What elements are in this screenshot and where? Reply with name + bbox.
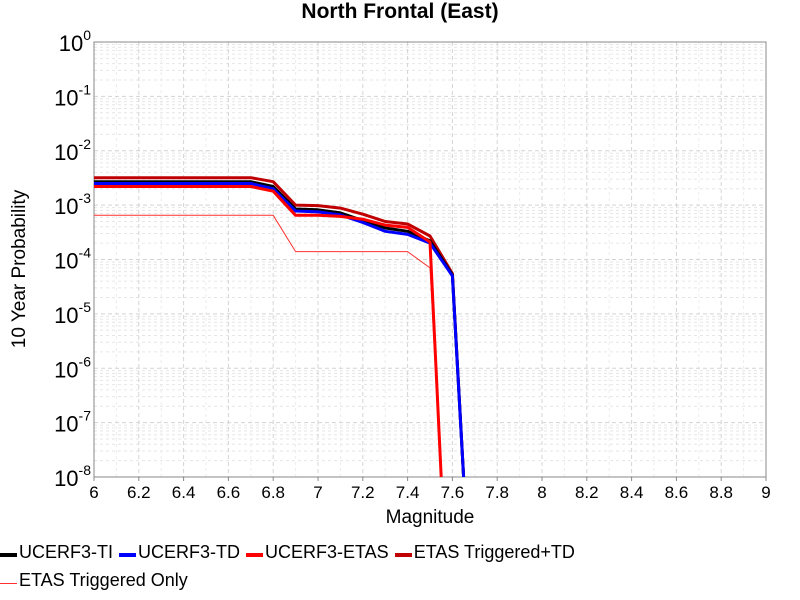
y-tick-label: 10-3 <box>54 190 91 219</box>
legend-swatch <box>0 553 17 557</box>
x-tick-label: 8.4 <box>620 483 644 502</box>
x-tick-label: 6 <box>89 483 98 502</box>
chart-title: North Frontal (East) <box>301 0 499 23</box>
y-tick-label: 100 <box>59 27 91 56</box>
legend: UCERF3-TI UCERF3-TD UCERF3-ETAS ETAS Trigge… <box>0 538 800 594</box>
y-tick-label: 10-8 <box>54 462 91 491</box>
y-axis-ticks: 100 10-1 10-2 10-3 10-4 10-5 10-6 10-7 10-8 <box>54 27 91 491</box>
x-tick-label: 6.4 <box>172 483 196 502</box>
y-tick-label: 10-6 <box>54 353 91 382</box>
x-tick-label: 7.4 <box>396 483 420 502</box>
plot-frame <box>93 41 767 478</box>
x-tick-label: 7.8 <box>485 483 509 502</box>
y-tick-label: 10-2 <box>54 136 91 165</box>
legend-label: UCERF3-TD <box>138 541 240 562</box>
y-tick-label: 10-5 <box>54 299 91 328</box>
x-tick-label: 6.2 <box>127 483 151 502</box>
series-line-etas-triggered-td <box>94 176 466 477</box>
x-tick-label: 8.6 <box>665 483 689 502</box>
x-tick-label: 7.2 <box>351 483 375 502</box>
x-tick-label: 7 <box>313 483 322 502</box>
legend-label: UCERF3-TI <box>19 541 113 562</box>
legend-item: UCERF3-TD <box>119 542 240 563</box>
x-tick-label: 7.6 <box>441 483 465 502</box>
x-tick-label: 9 <box>761 483 770 502</box>
legend-swatch <box>0 582 17 584</box>
y-axis-label: 10 Year Probability <box>9 189 30 349</box>
x-axis-label: Magnitude <box>385 507 475 528</box>
legend-swatch <box>394 553 412 557</box>
x-tick-label: 8.2 <box>575 483 599 502</box>
legend-label: ETAS Triggered Only <box>19 569 188 590</box>
y-tick-label: 10-1 <box>54 81 91 110</box>
legend-item: ETAS Triggered Only <box>0 570 188 591</box>
legend-label: ETAS Triggered+TD <box>413 541 575 562</box>
x-tick-label: 8 <box>537 483 546 502</box>
x-tick-label: 6.8 <box>261 483 285 502</box>
legend-swatch <box>246 553 263 557</box>
series-line-ucerf3-etas <box>94 185 443 477</box>
grid-minor <box>94 42 766 477</box>
y-tick-label: 10-4 <box>54 245 91 274</box>
legend-item: UCERF3-TI <box>0 542 113 563</box>
x-tick-label: 8.8 <box>709 483 733 502</box>
legend-label: UCERF3-ETAS <box>265 541 389 562</box>
x-tick-label: 6.6 <box>217 483 241 502</box>
x-axis-ticks: 6 6.2 6.4 6.6 6.8 7 7.2 7.4 7.6 7.8 8 8.2 8.4 8.6 8.8 9 <box>89 477 771 502</box>
series-layer <box>94 176 466 477</box>
legend-row: UCERF3-TI UCERF3-TD UCERF3-ETAS ETAS Trigge… <box>0 538 800 566</box>
legend-item: ETAS Triggered+TD <box>394 541 575 563</box>
series-line-etas-triggered-only <box>94 214 442 477</box>
legend-item: UCERF3-ETAS <box>246 542 389 563</box>
y-tick-label: 10-7 <box>54 408 91 437</box>
legend-swatch <box>119 553 136 557</box>
legend-row: ETAS Triggered Only <box>0 566 800 594</box>
